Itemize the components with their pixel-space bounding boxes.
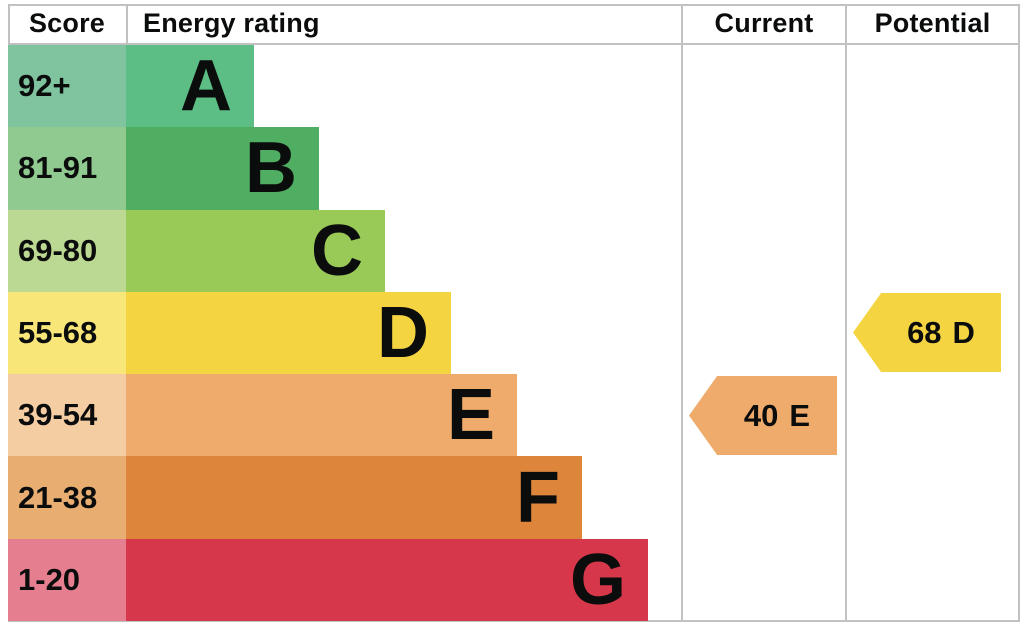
band-a-bar: A <box>126 45 254 128</box>
current-column-header: Current <box>714 8 814 38</box>
band-d-score-range: 55-68 <box>8 291 126 375</box>
band-g-score-range: 1-20 <box>8 538 126 621</box>
band-a-letter: A <box>180 46 232 127</box>
band-e-score-range: 39-54 <box>8 374 126 457</box>
current-score: 40 <box>743 397 779 433</box>
potential-score: 68 <box>907 314 942 350</box>
band-b-score-range: 81-91 <box>8 127 126 210</box>
score-column-header: Score <box>28 8 106 38</box>
current-rating-arrow: 40 E <box>689 376 837 455</box>
band-row-g: 1-20 G <box>8 538 1018 621</box>
border-left <box>8 4 10 45</box>
band-e-letter: E <box>446 375 495 456</box>
band-e-bar: E <box>126 374 517 457</box>
band-d-bar: D <box>126 291 451 375</box>
band-f-score-range: 21-38 <box>8 456 126 539</box>
band-row-d: 55-68 D <box>8 291 1018 375</box>
band-d-letter: D <box>377 292 429 373</box>
current-column-divider <box>681 4 683 622</box>
current-grade: E <box>789 397 811 433</box>
band-f-letter: F <box>516 457 560 538</box>
potential-rating-arrow: 68 D <box>853 293 1001 372</box>
potential-column-divider <box>845 4 847 622</box>
band-a-score-range: 92+ <box>8 45 126 128</box>
potential-grade: D <box>952 314 975 350</box>
band-row-e: 39-54 E <box>8 374 1018 457</box>
band-b-bar: B <box>126 127 319 210</box>
band-g-bar: G <box>126 538 648 621</box>
score-column-divider <box>126 4 128 45</box>
energy-rating-column-header: Energy rating <box>143 8 320 38</box>
band-g-letter: G <box>569 539 626 620</box>
band-row-a: 92+ A <box>8 45 1018 128</box>
border-right <box>1018 4 1020 622</box>
band-c-bar: C <box>126 209 385 292</box>
header-bottom-border <box>8 43 1020 45</box>
rating-bands: 92+ A 81-91 B 69-80 C 55-68 D 39-54 <box>8 45 1018 621</box>
band-row-b: 81-91 B <box>8 127 1018 210</box>
band-row-c: 69-80 C <box>8 209 1018 292</box>
band-row-f: 21-38 F <box>8 456 1018 539</box>
border-bottom <box>8 620 1020 622</box>
band-c-letter: C <box>311 210 363 291</box>
band-c-score-range: 69-80 <box>8 209 126 292</box>
potential-column-header: Potential <box>874 8 991 38</box>
band-b-letter: B <box>245 128 297 209</box>
band-f-bar: F <box>126 456 582 539</box>
border-top <box>8 4 1020 6</box>
